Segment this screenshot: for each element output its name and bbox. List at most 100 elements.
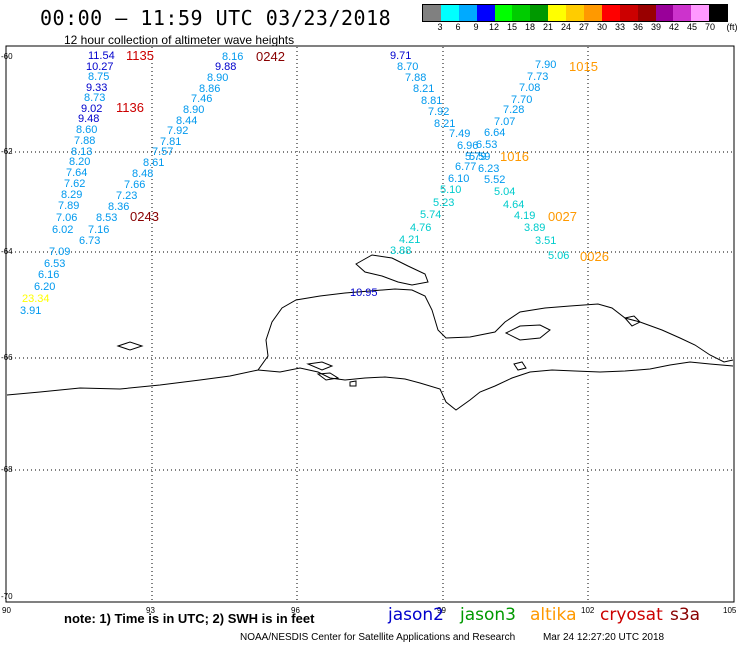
swh-value-label: 9.33 [86,82,107,94]
legend-tick-label: 70 [704,22,716,32]
swh-value-label: 7.07 [494,116,515,128]
pass-time-label: 1016 [500,149,529,164]
swh-value-label: 7.16 [88,224,109,236]
swh-value-label: 4.21 [399,234,420,246]
legend-tick-label: 33 [614,22,626,32]
swh-value-label: 8.44 [176,115,197,127]
credit-text: NOAA/NESDIS Center for Satellite Applica… [240,632,516,643]
legend-color-cell [476,5,495,21]
swh-value-label: 7.49 [449,128,470,140]
swh-value-label: 3.88 [390,245,411,257]
legend-tick-label: 21 [542,22,554,32]
legend-color-cell [673,5,692,21]
legend-color-cell [655,5,674,21]
swh-value-label: 5.59 [469,151,490,163]
swh-value-label: 8.61 [143,157,164,169]
legend-color-cell [566,5,585,21]
swh-value-label: 10.95 [350,287,378,299]
legend-tick-label: 3 [437,22,443,32]
swh-value-label: 5.04 [494,186,515,198]
legend-tick-label: 24 [560,22,572,32]
swh-value-label: 7.88 [405,72,426,84]
swh-value-label: 8.75 [88,71,109,83]
swh-value-label: 7.66 [124,179,145,191]
legend-color-cell [637,5,656,21]
color-scale-labels: 3 6 9 12 15 18 21 24 27 30 33 36 39 42 45 70 (ft) [422,22,740,34]
x-axis-labels: 90 93 96 99 102 105 [2,606,737,615]
pass-time-label: 0243 [130,209,159,224]
swh-value-label: 9.02 [81,103,102,115]
legend-tick-label: 30 [596,22,608,32]
legend-tick-label: (ft) [726,22,738,32]
swh-value-label: 6.23 [478,163,499,175]
units-note: note: 1) Time is in UTC; 2) SWH is in fe… [64,611,315,626]
swh-value-label: 8.21 [434,118,455,130]
swh-value-label: 7.46 [191,93,212,105]
swh-value-label: 8.20 [69,156,90,168]
swh-value-label: 3.91 [20,305,41,317]
swh-value-label: 8.90 [207,72,228,84]
swh-value-label: 4.76 [410,222,431,234]
y-tick-label: -70 [1,592,13,601]
y-tick-label: -66 [1,353,13,362]
legend-tick-label: 42 [668,22,680,32]
legend-color-cell [619,5,638,21]
swh-value-label: 7.09 [49,246,70,258]
swh-value-label: 8.21 [413,83,434,95]
swh-value-label: 8.29 [61,189,82,201]
swh-value-label: 5.79 [465,151,486,163]
y-axis-labels: -60 -62 -64 -66 -68 -70 [1,52,13,601]
swh-labels: 11.5410.278.759.338.739.029.488.607.888.… [20,50,569,317]
swh-value-label: 6.53 [44,258,65,270]
swh-value-label: 8.53 [96,212,117,224]
swh-value-label: 7.06 [56,212,77,224]
x-tick-label: 102 [581,606,595,615]
page-title: 00:00 – 11:59 UTC 03/23/2018 [40,6,392,30]
legend-color-cell [584,5,602,21]
color-scale-legend [422,4,729,22]
swh-value-label: 8.81 [421,95,442,107]
x-tick-label: 90 [2,606,11,615]
swh-value-label: 9.71 [390,50,411,62]
swh-value-label: 6.20 [34,281,55,293]
graticule [7,47,733,601]
y-tick-label: -68 [1,465,13,474]
pass-time-label: 0242 [256,49,285,64]
swh-value-label: 5.23 [433,197,454,209]
swh-value-label: 10.27 [86,61,114,73]
legend-color-cell [601,5,620,21]
swh-value-label: 8.16 [222,51,243,63]
swh-value-label: 8.13 [71,146,92,158]
swh-value-label: 23.34 [22,293,50,305]
page-subtitle: 12 hour collection of altimeter wave hei… [64,33,295,47]
legend-color-cell [423,5,441,21]
swh-value-label: 11.54 [88,50,115,62]
swh-value-label: 7.88 [74,135,95,147]
legend-tick-label: 9 [473,22,479,32]
y-tick-label: -62 [1,147,13,156]
credit-line: NOAA/NESDIS Center for Satellite Applica… [240,632,664,643]
generated-timestamp: Mar 24 12:27:20 UTC 2018 [542,632,665,643]
swh-value-label: 3.89 [524,222,545,234]
legend-tick-label: 12 [488,22,500,32]
legend-color-cell [440,5,459,21]
y-tick-label: -64 [1,247,13,256]
swh-value-label: 8.60 [76,124,97,136]
swh-value-label: 5.06 [548,250,569,262]
swh-value-label: 5.52 [484,174,505,186]
swh-value-label: 7.08 [519,82,540,94]
swh-value-label: 7.81 [160,136,181,148]
legend-color-cell [494,5,513,21]
swh-value-label: 5.74 [420,209,441,221]
swh-value-label: 8.90 [183,104,204,116]
swh-value-label: 7.92 [167,125,188,137]
swh-value-label: 8.36 [108,201,129,213]
satellite-name-jason2: jason2 [388,605,444,625]
legend-color-cell [548,5,567,21]
legend-color-cell [458,5,477,21]
x-tick-label: 93 [146,606,155,615]
coastline [6,254,734,411]
swh-value-label: 7.92 [428,106,449,118]
legend-tick-label: 36 [632,22,644,32]
